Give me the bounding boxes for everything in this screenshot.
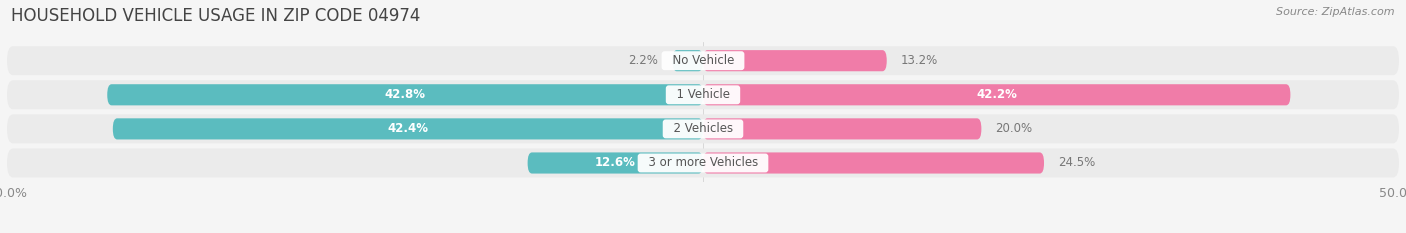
FancyBboxPatch shape bbox=[112, 118, 703, 140]
Text: 20.0%: 20.0% bbox=[995, 122, 1032, 135]
FancyBboxPatch shape bbox=[7, 114, 1399, 143]
Text: No Vehicle: No Vehicle bbox=[665, 54, 741, 67]
Text: Source: ZipAtlas.com: Source: ZipAtlas.com bbox=[1277, 7, 1395, 17]
Text: 1 Vehicle: 1 Vehicle bbox=[669, 88, 737, 101]
Text: 42.2%: 42.2% bbox=[976, 88, 1017, 101]
Text: 2.2%: 2.2% bbox=[628, 54, 658, 67]
FancyBboxPatch shape bbox=[7, 148, 1399, 178]
FancyBboxPatch shape bbox=[703, 50, 887, 71]
Text: 13.2%: 13.2% bbox=[901, 54, 938, 67]
FancyBboxPatch shape bbox=[703, 152, 1045, 174]
Text: HOUSEHOLD VEHICLE USAGE IN ZIP CODE 04974: HOUSEHOLD VEHICLE USAGE IN ZIP CODE 0497… bbox=[11, 7, 420, 25]
FancyBboxPatch shape bbox=[703, 84, 1291, 105]
FancyBboxPatch shape bbox=[703, 118, 981, 140]
FancyBboxPatch shape bbox=[672, 50, 703, 71]
FancyBboxPatch shape bbox=[527, 152, 703, 174]
Text: 24.5%: 24.5% bbox=[1057, 157, 1095, 169]
Text: 42.8%: 42.8% bbox=[385, 88, 426, 101]
Text: 12.6%: 12.6% bbox=[595, 157, 636, 169]
FancyBboxPatch shape bbox=[107, 84, 703, 105]
Text: 3 or more Vehicles: 3 or more Vehicles bbox=[641, 157, 765, 169]
Text: 2 Vehicles: 2 Vehicles bbox=[665, 122, 741, 135]
Text: 42.4%: 42.4% bbox=[388, 122, 429, 135]
FancyBboxPatch shape bbox=[7, 80, 1399, 109]
FancyBboxPatch shape bbox=[7, 46, 1399, 75]
